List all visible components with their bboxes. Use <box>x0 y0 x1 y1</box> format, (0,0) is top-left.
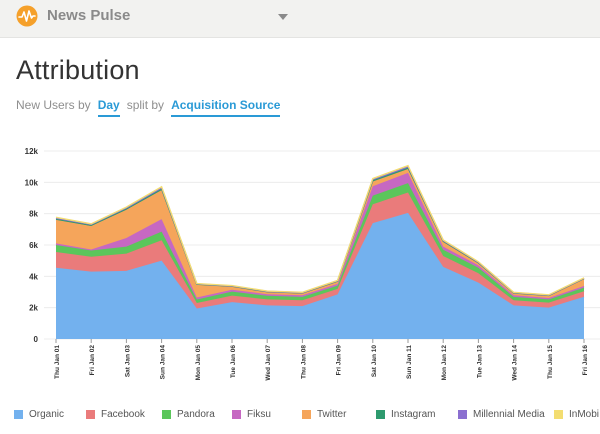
page-title: Attribution <box>16 55 140 85</box>
x-tick-label: Thu Jan 15 <box>547 345 554 379</box>
legend-label: Organic <box>29 409 65 420</box>
x-tick-label: Thu Jan 01 <box>54 345 61 379</box>
legend-swatch <box>232 410 241 419</box>
x-axis: Thu Jan 01 Fri Jan 02 Sat Jan 03 Sun Jan 04… <box>54 339 589 381</box>
app-name[interactable]: News Pulse <box>47 7 131 24</box>
legend-swatch <box>162 410 171 419</box>
y-tick-label: 4k <box>29 272 38 281</box>
legend-item-twitter[interactable]: Twitter <box>302 409 346 420</box>
x-tick-label: Fri Jan 02 <box>89 345 96 376</box>
legend-item-organic[interactable]: Organic <box>14 409 64 420</box>
split-label: split by <box>126 98 165 112</box>
query-prefix-label: New Users by <box>16 98 91 112</box>
x-tick-label: Tue Jan 06 <box>230 345 237 379</box>
x-tick-label: Fri Jan 09 <box>336 345 343 376</box>
y-tick-label: 8k <box>29 210 38 219</box>
line-inmobi <box>55 164 585 296</box>
x-tick-label: Mon Jan 12 <box>441 345 448 381</box>
y-tick-label: 0 <box>34 335 39 344</box>
legend-item-pandora[interactable]: Pandora <box>162 409 215 420</box>
line-pandora <box>55 182 585 301</box>
legend-swatch <box>86 410 95 419</box>
pulse-icon[interactable] <box>16 5 38 27</box>
legend-label: Pandora <box>177 409 215 420</box>
legend-label: Facebook <box>101 409 145 420</box>
x-tick-label: Sat Jan 10 <box>371 345 378 378</box>
y-tick-label: 2k <box>29 304 38 313</box>
y-axis: 0 2k 4k 6k 8k 10k 12k <box>25 147 39 344</box>
legend-swatch <box>554 410 563 419</box>
legend-item-millennial-media[interactable]: Millennial Media <box>458 409 545 420</box>
legend-label: Instagram <box>391 409 436 420</box>
legend-swatch <box>302 410 311 419</box>
x-tick-label: Thu Jan 08 <box>300 345 307 379</box>
y-tick-label: 12k <box>25 147 39 156</box>
legend-swatch <box>458 410 467 419</box>
legend-item-inmobi[interactable]: InMobi <box>554 409 599 420</box>
x-tick-label: Sun Jan 11 <box>406 345 413 379</box>
legend-item-fiksu[interactable]: Fiksu <box>232 409 271 420</box>
y-tick-label: 6k <box>29 241 38 250</box>
x-tick-label: Sat Jan 03 <box>124 345 131 378</box>
area-twitter[interactable] <box>56 169 584 298</box>
legend-item-instagram[interactable]: Instagram <box>376 409 435 420</box>
area-facebook[interactable] <box>56 192 584 309</box>
x-tick-label: Mon Jan 05 <box>195 345 202 381</box>
legend-item-facebook[interactable]: Facebook <box>86 409 145 420</box>
caret-down-icon[interactable] <box>278 13 288 21</box>
x-tick-label: Sun Jan 04 <box>160 345 167 380</box>
top-bar: News Pulse <box>0 0 600 38</box>
chart-legend: Organic Facebook Pandora Fiksu Twitter Instag… <box>14 409 600 425</box>
y-tick-label: 10k <box>25 178 39 187</box>
legend-label: Millennial Media <box>473 409 545 420</box>
x-tick-label: Wed Jan 07 <box>265 345 272 381</box>
x-tick-label: Wed Jan 14 <box>512 345 519 381</box>
legend-label: InMobi <box>569 409 600 420</box>
legend-swatch <box>376 410 385 419</box>
x-tick-label: Tue Jan 13 <box>476 345 483 379</box>
legend-swatch <box>14 410 23 419</box>
interval-selector[interactable]: Day <box>97 98 120 117</box>
series-areas <box>55 164 585 339</box>
stacked-area-chart: 0 2k 4k 6k 8k 10k 12k Thu Jan 01 Fri Jan 02 Sat … <box>25 147 600 381</box>
legend-label: Twitter <box>317 409 347 420</box>
query-builder: New Users by Day split by Acquisition So… <box>16 98 281 117</box>
split-selector[interactable]: Acquisition Source <box>171 98 281 117</box>
legend-label: Fiksu <box>247 409 271 420</box>
x-tick-label: Fri Jan 16 <box>582 345 589 376</box>
area-organic[interactable] <box>56 212 584 339</box>
